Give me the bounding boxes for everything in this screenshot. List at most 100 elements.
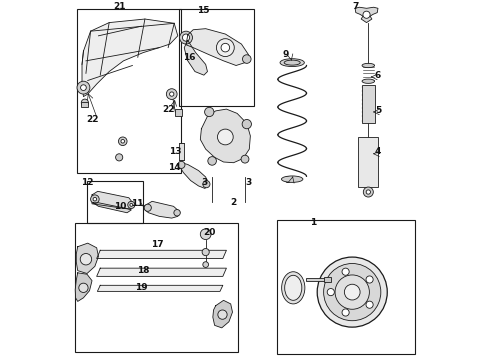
Circle shape [128,201,135,208]
Text: 12: 12 [81,178,93,187]
Circle shape [217,39,234,57]
Circle shape [202,248,209,256]
Text: 16: 16 [183,53,196,62]
Ellipse shape [362,63,374,68]
Circle shape [323,264,381,321]
Ellipse shape [285,275,302,300]
Circle shape [344,284,360,300]
Text: 19: 19 [135,283,147,292]
Bar [179,9,254,105]
Polygon shape [98,285,223,291]
Text: 6: 6 [375,71,381,80]
Circle shape [208,157,217,165]
Polygon shape [75,273,92,301]
Bar [87,181,143,224]
Circle shape [180,31,193,44]
Circle shape [218,129,233,145]
Circle shape [174,210,180,216]
Circle shape [363,11,370,18]
Polygon shape [200,109,250,163]
Circle shape [342,309,349,316]
Polygon shape [186,29,248,66]
Bar [323,277,331,283]
Circle shape [91,195,99,203]
Circle shape [77,81,90,94]
Circle shape [241,155,249,163]
Circle shape [170,92,174,96]
Circle shape [243,55,251,63]
Circle shape [178,161,185,168]
Polygon shape [184,40,207,75]
Circle shape [342,268,349,275]
Circle shape [366,190,370,194]
Text: 5: 5 [375,107,381,116]
Text: 18: 18 [137,266,149,275]
Bar [277,220,415,354]
Circle shape [366,301,373,308]
Polygon shape [92,191,133,209]
Text: 11: 11 [131,199,144,208]
Circle shape [203,181,210,188]
Circle shape [182,34,190,41]
Circle shape [144,204,151,211]
Text: 3: 3 [202,178,208,187]
Ellipse shape [362,79,374,84]
Polygon shape [93,203,131,213]
Polygon shape [97,250,226,258]
Text: 13: 13 [169,148,182,157]
Text: 4: 4 [375,148,381,157]
Bar [179,143,184,160]
Text: 22: 22 [86,115,98,124]
Polygon shape [145,201,180,218]
Circle shape [335,275,369,309]
Circle shape [363,187,373,197]
Text: 10: 10 [114,202,126,211]
Bar [175,109,182,116]
Text: 21: 21 [113,2,125,11]
Circle shape [200,229,211,239]
Circle shape [121,139,124,143]
Circle shape [242,120,251,129]
Ellipse shape [282,272,305,304]
Polygon shape [82,19,178,96]
Circle shape [116,154,123,161]
Circle shape [205,107,214,117]
Text: 3: 3 [245,178,252,187]
Polygon shape [180,163,209,188]
Text: 7: 7 [352,2,358,11]
Circle shape [119,137,127,145]
Circle shape [79,283,88,292]
Ellipse shape [284,60,300,65]
Bar [81,102,88,107]
Circle shape [218,310,227,319]
Circle shape [93,197,97,201]
Text: 20: 20 [203,228,216,237]
Circle shape [221,43,230,52]
Bar [306,278,327,282]
Bar [362,85,375,123]
Circle shape [327,288,334,296]
Circle shape [167,89,177,99]
Bar [358,137,378,187]
Polygon shape [97,268,226,276]
Text: 9: 9 [283,50,289,59]
Text: 2: 2 [230,198,237,207]
Circle shape [366,276,373,283]
Text: 8: 8 [285,176,291,185]
Text: 22: 22 [162,105,174,114]
Ellipse shape [281,176,303,183]
Polygon shape [76,243,98,274]
Polygon shape [355,7,378,23]
Bar [75,224,238,352]
Circle shape [81,99,88,106]
Text: 1: 1 [311,218,317,227]
Bar [77,9,181,174]
Ellipse shape [280,59,304,67]
Text: 17: 17 [151,240,164,249]
Circle shape [317,257,387,327]
Circle shape [203,262,209,267]
Polygon shape [213,300,232,328]
Circle shape [80,253,92,265]
Circle shape [130,203,133,206]
Text: 14: 14 [168,163,180,172]
